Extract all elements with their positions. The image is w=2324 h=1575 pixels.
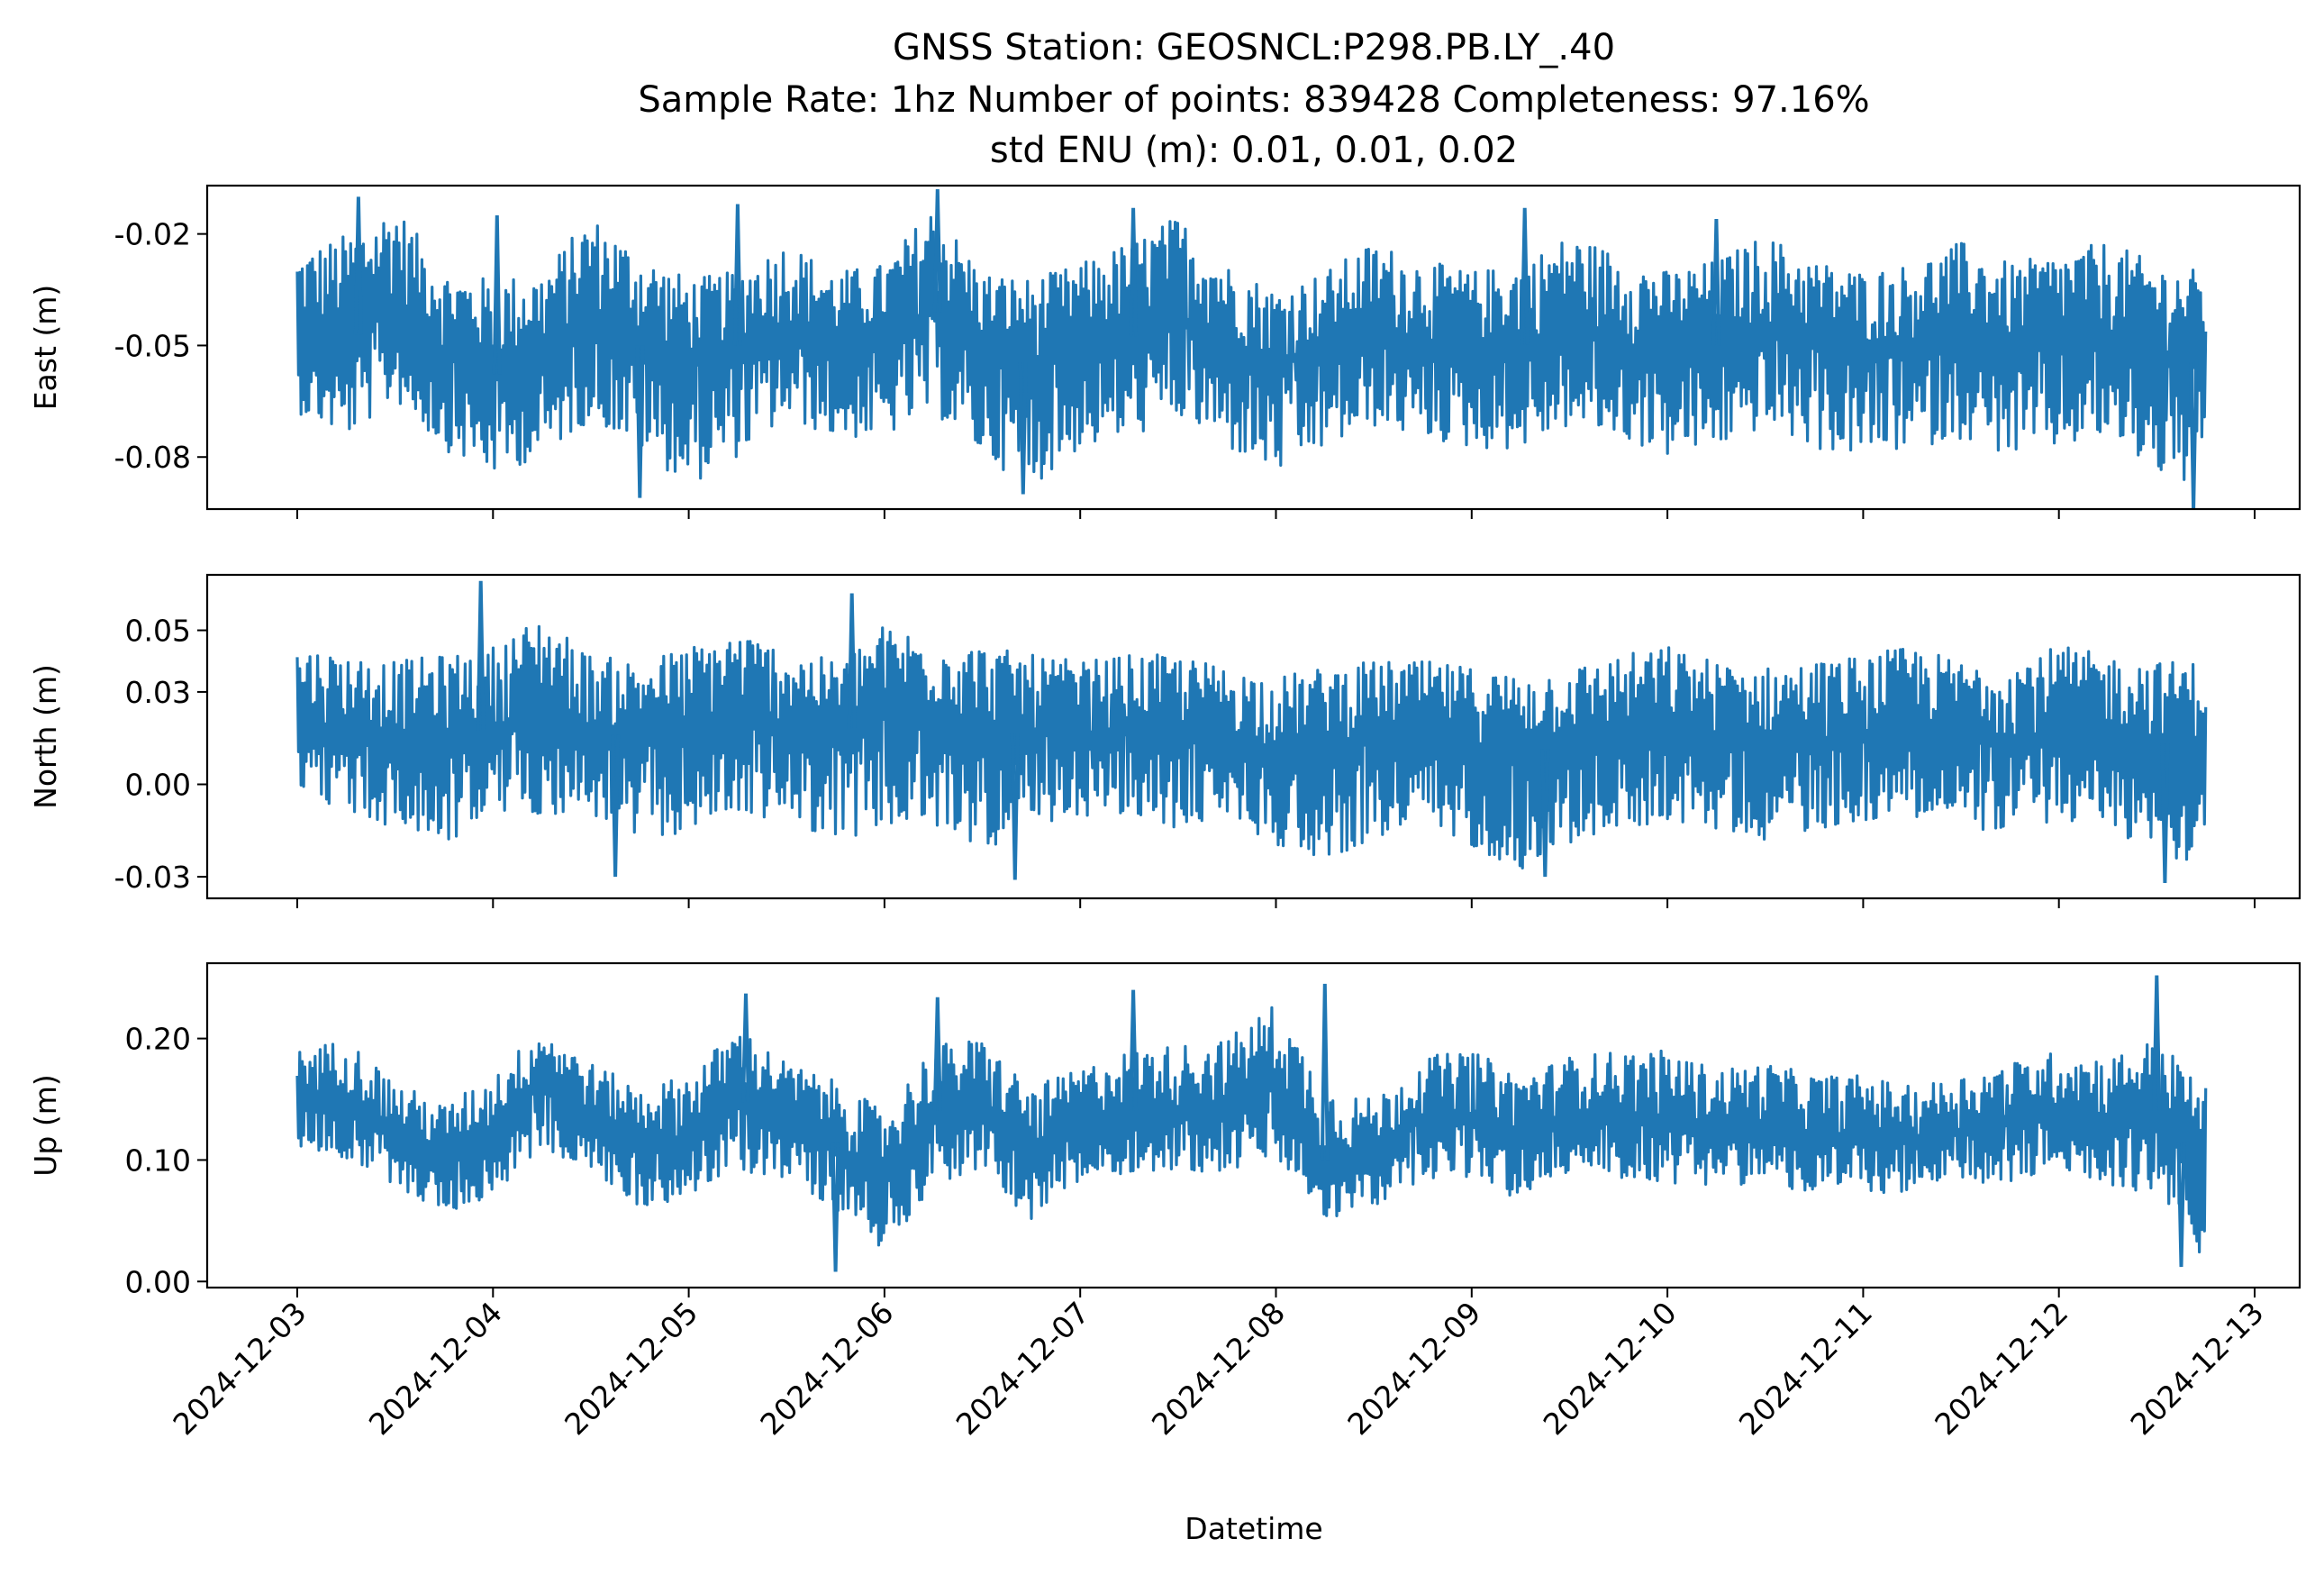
x-tick-label: 2024-12-04 — [362, 1295, 509, 1442]
y-tick-label: -0.02 — [114, 217, 191, 252]
plot-frame — [205, 573, 2301, 900]
data-spike — [847, 593, 857, 730]
data-spike — [1540, 749, 1550, 878]
data-spike — [831, 1142, 840, 1272]
data-spike — [1010, 733, 1020, 880]
data-spike — [1129, 989, 1139, 1112]
data-spike — [353, 196, 363, 335]
data-spike — [1018, 361, 1028, 495]
plot-frame — [205, 184, 2301, 511]
data-spike — [2160, 742, 2170, 883]
data-spike — [732, 204, 742, 346]
data-trace — [295, 624, 2208, 869]
y-axis-label: East (m) — [28, 285, 63, 411]
data-spike — [741, 993, 750, 1103]
y-tick-label: 0.05 — [125, 614, 191, 649]
x-tick-label: 2024-12-11 — [1732, 1295, 1879, 1442]
title-line-std: std ENU (m): 0.01, 0.01, 0.02 — [990, 130, 1518, 171]
data-trace — [295, 215, 2208, 481]
data-spike — [932, 189, 942, 313]
x-tick-label: 2024-12-10 — [1537, 1295, 1684, 1442]
y-tick-label: -0.08 — [114, 440, 191, 475]
x-axis-label: Datetime — [1185, 1511, 1322, 1546]
data-spike — [932, 997, 942, 1112]
figure-title: GNSS Station: GEOSNCL:P298.PB.LY_.40 Sam… — [638, 27, 1869, 171]
data-spike — [2176, 1142, 2186, 1268]
x-tick-label: 2024-12-13 — [2123, 1295, 2270, 1442]
y-tick-label: -0.05 — [114, 328, 191, 363]
x-tick-label: 2024-12-05 — [558, 1295, 704, 1442]
data-spike — [1129, 207, 1139, 337]
data-spike — [611, 734, 621, 878]
data-spike — [1711, 219, 1721, 346]
y-tick-label: 0.10 — [125, 1143, 191, 1178]
data-spike — [1520, 207, 1530, 345]
panel-east: -0.08 -0.05 -0.02 East (m) — [28, 184, 2301, 519]
data-spike — [635, 345, 645, 498]
y-tick-label: 0.20 — [125, 1022, 191, 1057]
y-tick-label: 0.03 — [125, 675, 191, 710]
x-tick-label: 2024-12-07 — [949, 1295, 1096, 1442]
title-line-sample-rate: Sample Rate: 1hz Number of points: 83942… — [638, 79, 1869, 121]
data-spike — [1320, 983, 1330, 1161]
y-axis-label: Up (m) — [28, 1074, 63, 1177]
data-spike — [476, 580, 486, 732]
panel-up: 0.00 0.10 0.20 Up (m) — [28, 961, 2301, 1299]
x-tick-label: 2024-12-08 — [1145, 1295, 1292, 1442]
title-line-station: GNSS Station: GEOSNCL:P298.PB.LY_.40 — [893, 27, 1615, 68]
y-tick-label: 0.00 — [125, 767, 191, 802]
data-spike — [2152, 975, 2162, 1112]
y-tick-label: -0.03 — [114, 860, 191, 895]
y-axis-label: North (m) — [28, 664, 63, 809]
y-tick-label: 0.00 — [125, 1264, 191, 1299]
x-tick-label: 2024-12-06 — [753, 1295, 900, 1442]
x-tick-label: 2024-12-12 — [1928, 1295, 2074, 1442]
data-spike — [492, 214, 502, 375]
x-tick-labels: 2024-12-03 2024-12-04 2024-12-05 2024-12-06… — [166, 1295, 2270, 1442]
panel-north: -0.03 0.00 0.03 0.05 North (m) — [28, 573, 2301, 908]
plot-frame — [205, 961, 2301, 1289]
x-tick-label: 2024-12-09 — [1340, 1295, 1487, 1442]
x-tick-label: 2024-12-03 — [166, 1295, 313, 1442]
data-trace — [295, 1006, 2208, 1254]
